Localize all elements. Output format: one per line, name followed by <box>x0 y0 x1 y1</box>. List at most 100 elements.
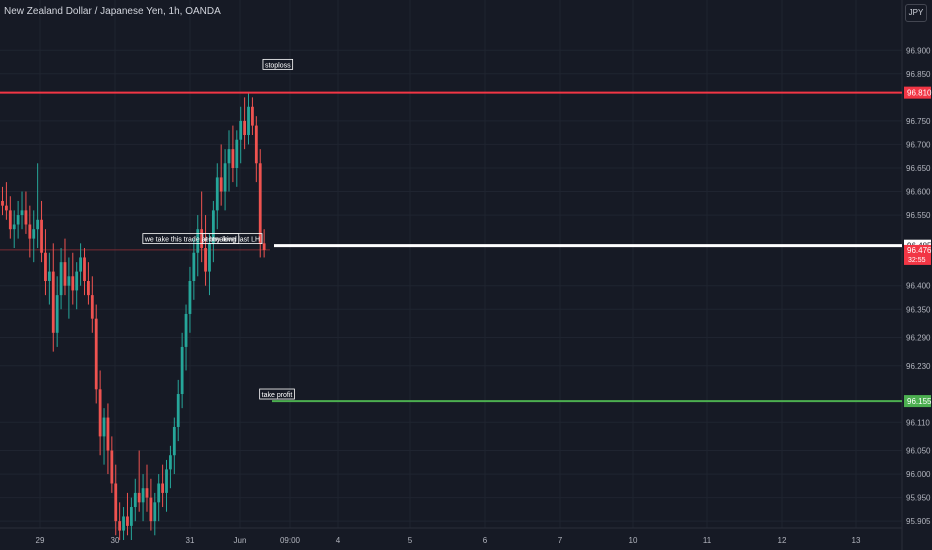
y-tick-label: 96.600 <box>906 188 931 197</box>
candle-body <box>196 229 200 253</box>
candle-body <box>235 139 239 168</box>
candle-body <box>231 149 235 168</box>
candle-body <box>157 483 161 503</box>
candle-body <box>90 295 94 319</box>
candle-body <box>5 205 8 211</box>
candle-body <box>254 125 258 164</box>
candle-body <box>169 455 172 470</box>
y-tick-label: 96.230 <box>906 362 931 371</box>
candle-body <box>44 252 47 281</box>
candle-body <box>153 502 157 522</box>
y-tick-label: 96.850 <box>906 70 931 79</box>
y-tick-label: 96.290 <box>906 334 931 343</box>
y-tick-label: 96.900 <box>906 46 931 55</box>
candle-body <box>110 450 114 484</box>
current-price-tag <box>904 244 931 265</box>
currency-button[interactable]: JPY <box>905 4 927 22</box>
candle-body <box>204 248 207 272</box>
candle-body <box>141 488 145 503</box>
candle-body <box>16 215 20 225</box>
y-tick-label: 96.750 <box>906 117 931 126</box>
x-tick-label: Jun <box>234 536 247 545</box>
x-tick-label: 30 <box>111 536 120 545</box>
x-tick-label: 11 <box>703 536 712 545</box>
candle-body <box>12 224 16 230</box>
candle-body <box>63 262 67 286</box>
candle-body <box>106 417 110 451</box>
candle-body <box>118 521 122 531</box>
candle-body <box>208 243 211 272</box>
candle-body <box>211 210 215 244</box>
y-tick-label: 96.400 <box>906 282 931 291</box>
candle-body <box>98 389 102 437</box>
x-tick-label: 09:00 <box>280 536 301 545</box>
candle-body <box>75 271 79 291</box>
candle-body <box>1 200 4 206</box>
candle-body <box>137 492 141 503</box>
candle-body <box>247 106 250 136</box>
candle-body <box>262 243 266 250</box>
candle-body <box>227 149 231 164</box>
candle-body <box>184 313 188 347</box>
y-tick-label: 96.350 <box>906 305 931 314</box>
candle-body <box>176 394 180 427</box>
candle-body <box>149 497 153 522</box>
x-tick-label: 7 <box>558 536 563 545</box>
candle-body <box>28 224 32 239</box>
candle-body <box>172 426 176 456</box>
candle-body <box>114 483 118 522</box>
price-axis <box>902 0 932 550</box>
entry-comment-label: we take this trade at breaking last LH <box>142 233 263 245</box>
stoploss-label-text: stoploss <box>265 62 291 69</box>
y-tick-label: 96.050 <box>906 447 931 456</box>
y-tick-label: 95.950 <box>906 494 931 503</box>
candles <box>1 92 266 540</box>
candle-body <box>47 271 51 281</box>
candle-body <box>258 163 262 244</box>
y-tick-label: 96.000 <box>906 470 931 479</box>
entry-comment-label-text: we take this trade at breaking last LH <box>144 237 260 244</box>
candle-body <box>165 469 168 493</box>
candle-body <box>200 229 204 249</box>
candle-body <box>133 492 137 508</box>
candle-body <box>8 210 12 230</box>
y-tick-label: 95.905 <box>906 517 931 526</box>
y-tick-label: 96.550 <box>906 211 931 220</box>
candle-body <box>40 219 43 253</box>
grid <box>0 0 902 528</box>
entry-level-label: entry level <box>202 233 240 245</box>
current-price-label: 96.476 <box>907 246 932 255</box>
candle-body <box>161 483 165 493</box>
candle-body <box>20 210 24 216</box>
entry-level-label-box <box>202 233 240 245</box>
candle-body <box>59 262 63 296</box>
x-tick-label: 10 <box>629 536 638 545</box>
entry-level-label-text: entry level <box>205 237 237 244</box>
take-profit-label-text: take profit <box>262 392 293 399</box>
x-tick-label: 29 <box>36 536 45 545</box>
candle-body <box>83 257 86 281</box>
stoploss-price-tag <box>904 86 931 99</box>
x-tick-label: 12 <box>778 536 787 545</box>
candle-body <box>223 163 227 192</box>
candle-body <box>243 120 247 136</box>
candle-body <box>36 219 40 230</box>
countdown-label: 32:55 <box>908 257 926 264</box>
stoploss-label-box <box>262 58 294 70</box>
take-profit-price-tag <box>904 395 931 408</box>
candle-body <box>192 252 196 281</box>
candle-body <box>102 417 106 437</box>
candle-body <box>32 229 36 239</box>
symbol-title: New Zealand Dollar / Japanese Yen, 1h, O… <box>4 6 221 17</box>
x-tick-label: 31 <box>186 536 195 545</box>
candle-body <box>215 177 219 211</box>
candle-body <box>239 120 243 140</box>
x-tick-label: 4 <box>336 536 341 545</box>
entry-comment-label-box <box>142 233 263 245</box>
y-tick-label: 96.110 <box>906 418 930 427</box>
x-tick-label: 5 <box>408 536 413 545</box>
candle-body <box>79 257 82 272</box>
candle-body <box>94 318 98 390</box>
candle-body <box>67 276 71 286</box>
